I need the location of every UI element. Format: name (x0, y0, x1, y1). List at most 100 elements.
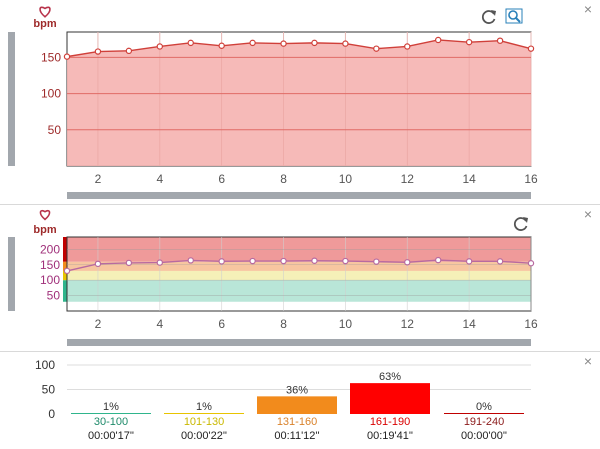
zone-range-label: 101-130 (184, 416, 224, 428)
zone-duration-label: 00:00'17'' (88, 430, 134, 442)
y-tick-label: 150 (40, 258, 60, 272)
close-icon[interactable]: × (584, 1, 592, 17)
x-range-scrollbar[interactable] (67, 339, 531, 346)
x-tick-label: 8 (280, 317, 287, 331)
zone-bar (71, 413, 151, 414)
data-point (125, 47, 133, 55)
data-point (373, 258, 380, 265)
y-tick-label: 50 (47, 289, 61, 303)
bpm-area-chart-panel: bpm × 50 100 150 2 4 6 8 10 12 14 16 (8, 1, 592, 199)
zone-duration-label: 00:11'12'' (274, 430, 319, 442)
panel-divider (0, 351, 600, 352)
data-point (156, 259, 163, 266)
data-point (218, 42, 225, 49)
zone-indicator (63, 270, 67, 281)
data-point (435, 256, 442, 264)
bar-value-label: 36% (286, 384, 308, 396)
zone-distribution-panel: × 0 50 100 1% 30-100 00:00'17'' 1% 101-130 00:00'… (35, 353, 592, 442)
data-point (280, 257, 287, 265)
data-point (63, 53, 71, 60)
zone-bar (350, 383, 430, 414)
y-tick-label: 100 (41, 87, 61, 101)
bar-value-label: 1% (103, 401, 119, 413)
close-icon[interactable]: × (584, 353, 592, 369)
x-tick-label: 4 (156, 172, 163, 186)
zone-bar (444, 413, 524, 414)
x-tick-label: 2 (95, 317, 102, 331)
data-point (249, 39, 256, 47)
y-axis-unit-label: bpm (33, 224, 56, 236)
y-tick-label: 50 (42, 383, 56, 397)
data-point (373, 45, 380, 52)
zone-duration-label: 00:00'00'' (461, 430, 507, 442)
y-tick-label: 50 (48, 123, 62, 137)
data-point (311, 257, 318, 264)
x-range-scrollbar[interactable] (67, 192, 531, 199)
data-point (156, 43, 163, 50)
y-tick-label: 100 (35, 358, 55, 372)
data-point (496, 37, 504, 44)
zone-indicator (63, 237, 67, 262)
zone-band (67, 280, 531, 302)
zone-indicator (63, 261, 67, 271)
x-tick-label: 14 (462, 317, 476, 331)
data-point (311, 39, 318, 47)
data-point (280, 40, 287, 47)
zone-duration-label: 00:19'41'' (367, 430, 413, 442)
y-tick-label: 200 (40, 242, 60, 256)
reset-icon[interactable] (513, 217, 528, 231)
heart-icon (39, 209, 51, 221)
data-point (218, 258, 225, 265)
zoom-icon[interactable] (505, 8, 523, 24)
series-line (66, 39, 532, 58)
data-point (63, 267, 71, 275)
y-tick-label: 0 (48, 407, 55, 421)
zone-bar (164, 413, 244, 414)
zoom-icon-lens (508, 10, 518, 20)
zoom-icon-frame (505, 8, 523, 24)
zone-duration-label: 00:00'22'' (181, 430, 227, 442)
data-point (404, 259, 411, 266)
data-point (94, 260, 102, 268)
zone-range-label: 131-160 (277, 416, 317, 428)
data-point (342, 257, 349, 265)
data-point (94, 48, 102, 55)
reset-icon-arrow (523, 217, 528, 223)
x-tick-label: 6 (218, 172, 225, 186)
zone-range-label: 161-190 (370, 416, 410, 428)
data-point (465, 38, 473, 46)
data-point (435, 36, 442, 44)
x-tick-label: 6 (218, 317, 225, 331)
x-tick-label: 10 (339, 317, 353, 331)
zone-range-label: 191-240 (464, 416, 504, 428)
x-tick-label: 12 (401, 172, 415, 186)
close-icon[interactable]: × (584, 206, 592, 222)
y-tick-label: 150 (41, 50, 61, 64)
bar-value-label: 0% (476, 401, 492, 413)
y-range-scrollbar[interactable] (8, 32, 15, 166)
x-tick-label: 4 (156, 317, 163, 331)
reset-icon[interactable] (481, 10, 496, 24)
series-line (66, 259, 532, 272)
x-tick-label: 14 (462, 172, 476, 186)
x-tick-label: 2 (95, 172, 102, 186)
series-area (67, 39, 531, 166)
y-range-scrollbar[interactable] (8, 237, 15, 311)
reset-icon-arc (481, 10, 496, 24)
panel-divider (0, 204, 600, 205)
heart-icon (39, 6, 51, 18)
y-axis-unit-label: bpm (33, 18, 56, 30)
data-point (527, 45, 535, 52)
x-tick-label: 16 (524, 317, 538, 331)
y-tick-label: 100 (40, 273, 60, 287)
data-point (496, 258, 504, 265)
data-point (249, 257, 256, 265)
x-tick-label: 16 (524, 172, 538, 186)
data-point (527, 260, 535, 267)
bar-value-label: 1% (196, 401, 212, 413)
data-point (342, 40, 349, 47)
data-point (404, 43, 411, 50)
zone-band (67, 261, 531, 271)
reset-icon-arrow (491, 10, 496, 16)
